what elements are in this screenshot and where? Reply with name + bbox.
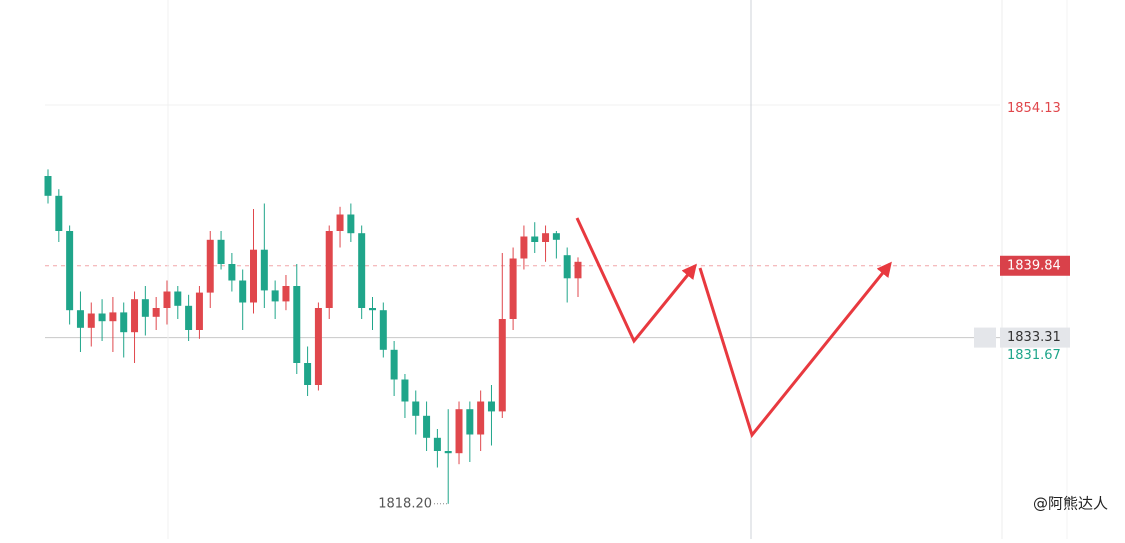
candle-body (498, 319, 506, 412)
price-box (1000, 327, 1070, 348)
watermark: @阿熊达人 (1033, 495, 1108, 513)
candle-body (76, 310, 84, 328)
forecast-arrows (575, 217, 892, 439)
candle-body (131, 299, 139, 333)
candle-body (120, 312, 128, 333)
candle-body (195, 292, 203, 330)
price-label: 1831.67 (1007, 348, 1061, 363)
candle-body (401, 379, 409, 402)
low-label: 1818.20 (378, 496, 432, 511)
candle-body (552, 233, 560, 240)
candle-body (390, 349, 398, 380)
candle-body (260, 249, 268, 291)
price-label: 1839.84 (1007, 258, 1061, 273)
candle-body (477, 401, 485, 435)
candle-body (423, 415, 431, 438)
price-box (1000, 255, 1070, 276)
candle-body (206, 239, 214, 293)
candle-body (174, 291, 182, 306)
candle-body (163, 291, 171, 308)
candle-body (455, 409, 463, 454)
candle-body (152, 308, 160, 317)
candle-body (239, 280, 247, 303)
candle-body (358, 233, 366, 308)
candle-body (563, 255, 571, 279)
candle-body (379, 310, 387, 350)
candle-body (141, 299, 149, 317)
candle-body (228, 264, 236, 281)
candle-body (368, 308, 376, 311)
candle-body (336, 214, 344, 231)
candle-body (55, 195, 63, 231)
candle-body (325, 231, 333, 308)
price-label: 1833.31 (1007, 330, 1061, 345)
candle-body (66, 231, 74, 311)
price-label: 1854.13 (1007, 101, 1061, 116)
candle-body (87, 313, 95, 328)
candle-body (433, 437, 441, 451)
candle-body (109, 312, 117, 322)
candle-body (531, 236, 539, 242)
candle-body (304, 363, 312, 385)
candle-body (412, 401, 420, 416)
candle-body (293, 286, 301, 363)
candle-body (347, 214, 355, 234)
candle-body (466, 409, 474, 435)
candle-body (444, 451, 452, 454)
candle-body (44, 176, 52, 196)
candle-body (185, 305, 193, 330)
candle-body (542, 233, 550, 242)
candle-body (574, 261, 582, 279)
candle-body (271, 290, 279, 302)
alert-bell-box (974, 327, 996, 348)
candle-body (487, 401, 495, 412)
candle-body (250, 249, 258, 303)
candle-body (520, 236, 528, 259)
candle-body (314, 308, 322, 385)
candle-body (217, 239, 225, 264)
candle-body (98, 313, 106, 322)
candle-body (282, 286, 290, 302)
candle-body (509, 258, 517, 319)
